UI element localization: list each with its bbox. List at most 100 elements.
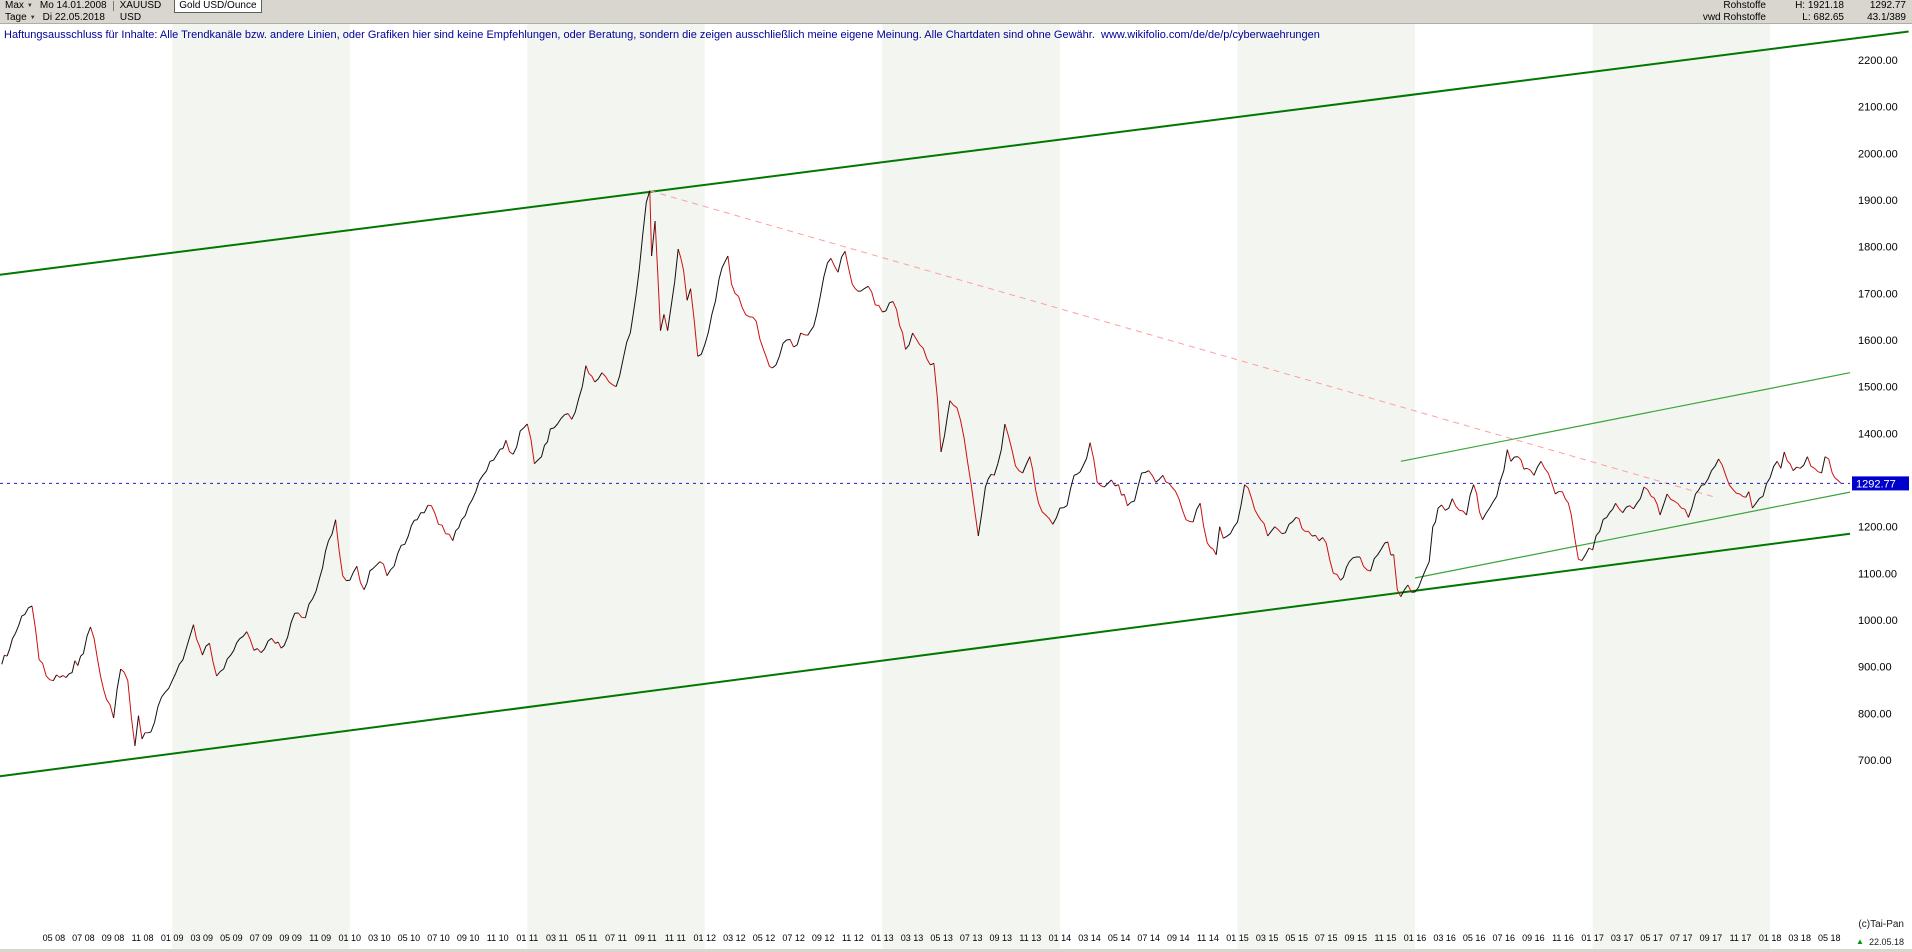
chart-date-footer: ▲ 22.05.18 bbox=[1856, 937, 1904, 947]
price-line-down-segments bbox=[4, 190, 1842, 747]
x-axis-label: 05 14 bbox=[1108, 933, 1131, 943]
last-price-value: 1292.77 bbox=[1869, 0, 1906, 11]
x-axis-label: 03 13 bbox=[901, 933, 924, 943]
year-band bbox=[1770, 24, 1850, 952]
year-band bbox=[0, 24, 173, 952]
chevron-down-icon: ▼ bbox=[29, 15, 36, 21]
y-axis-label: 1500.00 bbox=[1858, 382, 1898, 394]
y-axis-label: 800.00 bbox=[1858, 708, 1892, 720]
y-axis-label: 2100.00 bbox=[1858, 102, 1898, 114]
x-axis-label: 05 13 bbox=[930, 933, 953, 943]
y-axis-label: 1100.00 bbox=[1858, 568, 1897, 580]
x-axis-label: 01 15 bbox=[1226, 933, 1249, 943]
y-axis-label: 1900.00 bbox=[1858, 195, 1898, 207]
x-axis-label: 07 11 bbox=[605, 933, 627, 943]
range-start-date: Mo 14.01.2008 bbox=[39, 0, 107, 11]
year-band bbox=[172, 24, 350, 952]
x-axis-label: 05 08 bbox=[43, 933, 66, 943]
trendline-lower-channel bbox=[0, 532, 1851, 778]
x-axis-label: 05 10 bbox=[398, 933, 421, 943]
x-axis-label: 07 10 bbox=[427, 933, 450, 943]
x-axis-label: 09 08 bbox=[102, 933, 125, 943]
x-axis-label: 03 14 bbox=[1078, 933, 1101, 943]
x-axis-label: 05 18 bbox=[1818, 933, 1841, 943]
x-axis-label: 03 18 bbox=[1788, 933, 1811, 943]
x-axis-label: 07 14 bbox=[1137, 933, 1160, 943]
y-axis-label: 1800.00 bbox=[1858, 242, 1898, 254]
x-axis-label: 01 13 bbox=[871, 933, 894, 943]
chevron-down-icon: ▼ bbox=[26, 3, 33, 9]
toolbar-row-2: Tage ▼ Di 22.05.2018 USD bbox=[3, 12, 141, 24]
x-axis-label: 07 17 bbox=[1670, 933, 1693, 943]
x-axis-label: 11 14 bbox=[1197, 933, 1219, 943]
trendline-minor-support bbox=[1414, 491, 1851, 579]
instrument-name-box: Gold USD/Ounce bbox=[174, 0, 262, 13]
x-axis-label: 07 13 bbox=[960, 933, 983, 943]
x-axis-label: 05 17 bbox=[1640, 933, 1663, 943]
x-axis-label: 01 18 bbox=[1759, 933, 1782, 943]
x-axis-label: 03 12 bbox=[723, 933, 746, 943]
year-band bbox=[1059, 24, 1238, 952]
y-axis-label: 1000.00 bbox=[1858, 615, 1898, 627]
toolbar-row-1: Max ▼ Mo 14.01.2008 XAUUSD Gold USD/Ounc… bbox=[3, 0, 262, 13]
currency-label: USD bbox=[119, 12, 142, 23]
chart-canvas[interactable]: 1292.77 2200.00 2100.00 2000.00 1900.00 1800.… bbox=[0, 24, 1912, 952]
period-dropdown-label: Tage bbox=[5, 12, 27, 23]
x-axis-label: 11 17 bbox=[1730, 933, 1752, 943]
x-axis-label: 03 15 bbox=[1256, 933, 1279, 943]
y-axis-label: 1200.00 bbox=[1858, 522, 1898, 534]
x-axis-label: 09 17 bbox=[1700, 933, 1723, 943]
x-axis-label: 09 10 bbox=[457, 933, 480, 943]
x-axis-label: 11 13 bbox=[1019, 933, 1041, 943]
y-axis-label: 700.00 bbox=[1858, 755, 1892, 767]
trendline-downtrend-from-peak bbox=[649, 190, 1717, 499]
y-axis-label: 900.00 bbox=[1858, 662, 1892, 674]
x-axis-label: 07 09 bbox=[250, 933, 273, 943]
x-axis-label: 09 13 bbox=[990, 933, 1013, 943]
window-bottom-edge bbox=[0, 949, 1912, 952]
x-axis-label: 05 11 bbox=[576, 933, 598, 943]
x-axis-label: 01 10 bbox=[339, 933, 362, 943]
x-axis-label: 07 12 bbox=[782, 933, 805, 943]
quote-panel-row-1: Rohstoffe H: 1921.18 1292.77 bbox=[1674, 0, 1906, 12]
low-value: L: 682.65 bbox=[1802, 12, 1844, 23]
year-band bbox=[1415, 24, 1593, 952]
x-axis-label: 11 08 bbox=[132, 933, 154, 943]
x-axis-label: 07 15 bbox=[1315, 933, 1338, 943]
x-axis-label: 11 09 bbox=[309, 933, 331, 943]
x-axis-label: 09 09 bbox=[279, 933, 302, 943]
year-band bbox=[527, 24, 705, 952]
up-triangle-icon: ▲ bbox=[1856, 937, 1864, 946]
toolbar: Max ▼ Mo 14.01.2008 XAUUSD Gold USD/Ounc… bbox=[0, 0, 1912, 24]
copyright-label: (c)Tai-Pan bbox=[1858, 919, 1904, 930]
x-axis-label: 09 12 bbox=[812, 933, 835, 943]
x-axis-label: 05 15 bbox=[1285, 933, 1308, 943]
range-percent-value: 43.1/389 bbox=[1867, 12, 1906, 23]
symbol-label: XAUUSD bbox=[119, 0, 162, 11]
x-axis-label: 11 15 bbox=[1374, 933, 1396, 943]
y-axis-label: 1600.00 bbox=[1858, 335, 1898, 347]
x-axis-label: 03 11 bbox=[546, 933, 568, 943]
x-axis-label: 11 16 bbox=[1552, 933, 1574, 943]
price-line-up-segments bbox=[1, 190, 1826, 747]
y-axis-label: 1400.00 bbox=[1858, 428, 1898, 440]
period-end-date: Di 22.05.2018 bbox=[42, 12, 105, 23]
y-axis-label: 1700.00 bbox=[1858, 288, 1898, 300]
x-axis-label: 03 16 bbox=[1433, 933, 1456, 943]
trendline-upper-channel bbox=[0, 30, 1909, 276]
x-axis-label: 09 15 bbox=[1345, 933, 1368, 943]
year-band bbox=[1237, 24, 1415, 952]
x-axis-label: 05 12 bbox=[753, 933, 776, 943]
x-axis-label: 03 09 bbox=[191, 933, 214, 943]
x-axis-label: 03 10 bbox=[368, 933, 391, 943]
period-dropdown[interactable]: Tage ▼ bbox=[3, 12, 38, 24]
year-band bbox=[704, 24, 883, 952]
x-axis-label: 01 09 bbox=[161, 933, 184, 943]
range-dropdown[interactable]: Max ▼ bbox=[3, 0, 35, 12]
chart-date-label: 22.05.18 bbox=[1868, 937, 1904, 947]
trendline-minor-resistance bbox=[1400, 372, 1851, 462]
disclaimer-text: Haftungsausschluss für Inhalte: Alle Tre… bbox=[4, 29, 1320, 41]
current-price-badge-label: 1292.77 bbox=[1856, 478, 1896, 490]
x-axis-label: 01 11 bbox=[516, 933, 538, 943]
